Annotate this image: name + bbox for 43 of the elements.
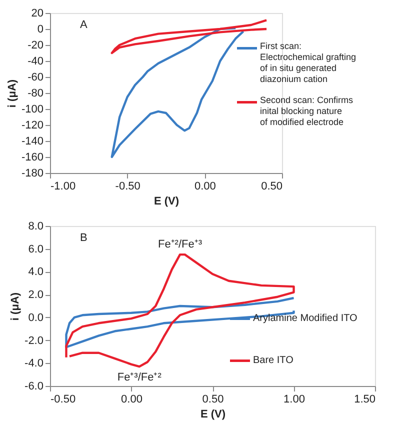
y-tick-label: 0.0	[28, 312, 44, 324]
y-tick-label: -100	[21, 104, 44, 116]
legend-label: Bare ITO	[253, 354, 294, 366]
y-tick-label: -4.0	[24, 358, 44, 370]
y-axis-title: i (μA)	[6, 79, 18, 108]
annotation: B	[80, 232, 88, 244]
y-tick-label: -6.0	[24, 380, 44, 392]
line-series	[110, 27, 244, 158]
y-tick-label: 4.0	[28, 266, 44, 278]
x-axis-title: E (V)	[200, 408, 226, 420]
y-tick-label: -2.0	[24, 334, 44, 347]
x-tick-label: 0.00	[194, 180, 216, 192]
x-tick-label: -0.50	[50, 394, 76, 406]
y-tick-label: 20	[31, 8, 44, 20]
annotation: Fe⁺²/Fe⁺³	[158, 238, 202, 251]
x-tick-label: 0.00	[121, 394, 142, 406]
y-tick-label: 0	[37, 24, 44, 36]
annotation: A	[80, 19, 88, 31]
y-tick-label: 8.0	[28, 220, 44, 232]
line-series	[65, 296, 295, 348]
y-tick-label: 6.0	[28, 243, 44, 256]
legend-label: Second scan: Confirms inital blocking nature of modified electrode	[260, 95, 354, 128]
y-tick-label: 2.0	[28, 289, 44, 302]
annotation: Fe⁺³/Fe⁺²	[117, 372, 162, 384]
y-tick-label: -40	[28, 56, 44, 68]
x-tick-label: -1.00	[50, 180, 76, 192]
legend-label: Arylamine Modified ITO	[253, 312, 358, 324]
y-tick-label: -120	[21, 120, 44, 132]
x-tick-label: -0.50	[115, 180, 140, 192]
x-tick-label: 0.50	[261, 180, 282, 192]
line-series	[65, 253, 295, 368]
y-tick-label: -80	[28, 88, 44, 100]
y-tick-label: -140	[21, 136, 44, 148]
y-tick-label: -180	[21, 168, 44, 180]
y-tick-label: -160	[21, 152, 44, 164]
x-tick-label: 1.00	[284, 394, 305, 406]
x-axis-title: E (V)	[154, 196, 180, 208]
y-tick-label: -60	[28, 72, 44, 84]
x-tick-label: 0.50	[202, 394, 224, 406]
y-tick-label: -20	[28, 40, 44, 52]
x-tick-label: 1.50	[354, 394, 376, 406]
legend-label: First scan: Electrochemical grafting of in situ generated diazonium cation	[260, 41, 356, 84]
y-axis-title: i (μA)	[10, 292, 22, 321]
